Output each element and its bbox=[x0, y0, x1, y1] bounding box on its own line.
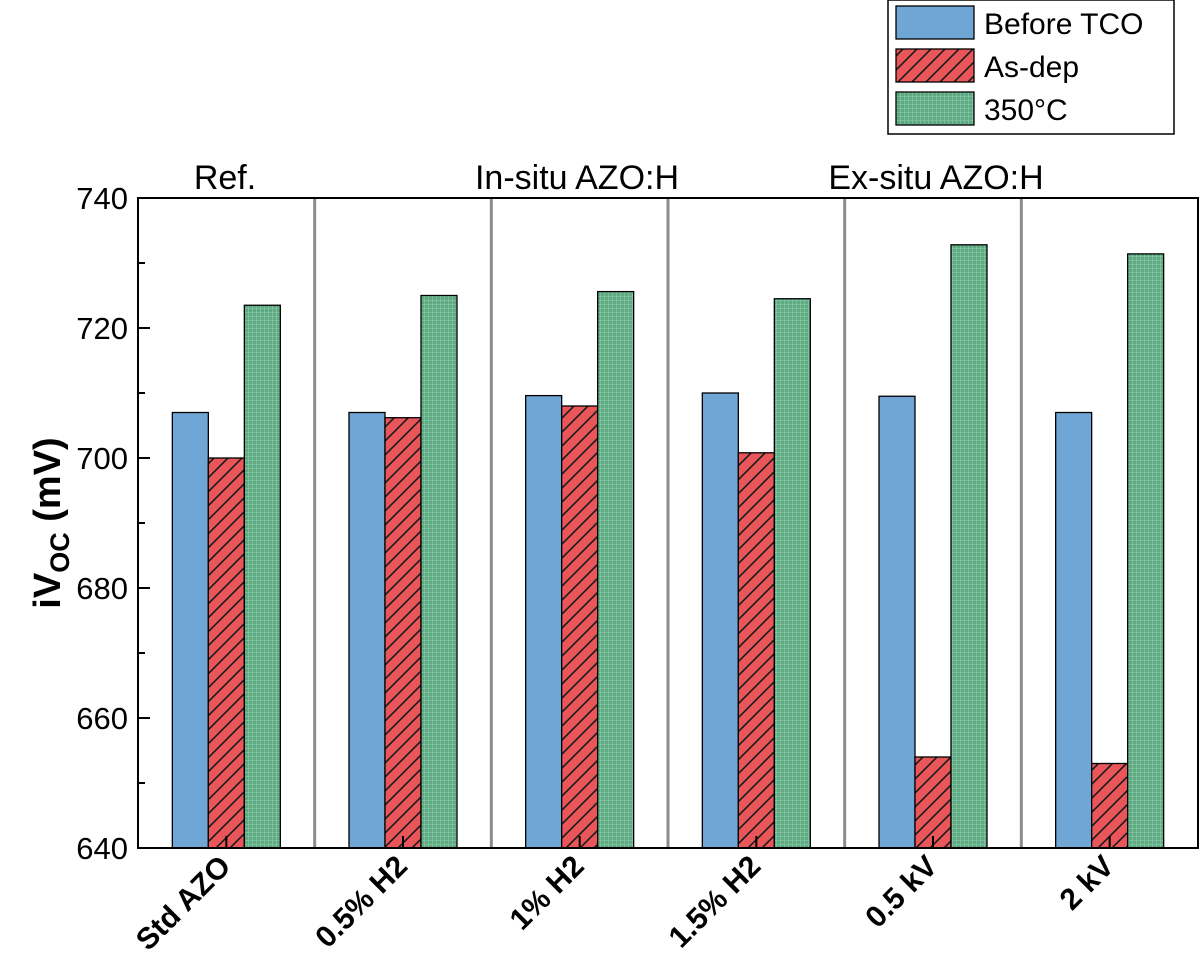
y-tick-label: 740 bbox=[76, 181, 128, 216]
bar-as-dep-0-5-kv bbox=[914, 756, 952, 849]
bars bbox=[171, 244, 1165, 849]
y-axis-label-unit: (mV) bbox=[27, 437, 69, 532]
bar-before-tco-1-5-h2 bbox=[701, 392, 739, 849]
y-axis-label-subscript: OC bbox=[45, 532, 75, 573]
x-tick-label: Std AZO bbox=[130, 850, 237, 957]
legend-swatch-as-dep bbox=[895, 48, 975, 83]
bar-as-dep-std-azo bbox=[207, 457, 245, 849]
y-tick-label: 660 bbox=[76, 701, 128, 736]
bar-before-tco-std-azo bbox=[171, 411, 209, 849]
legend-swatch-before-tco bbox=[895, 5, 975, 40]
bar-350-c-1-5-h2 bbox=[773, 298, 811, 849]
group-labels: Ref. In-situ AZO:H Ex-situ AZO:H bbox=[194, 159, 1044, 197]
bar-before-tco-2-kv bbox=[1055, 411, 1093, 849]
bar-as-dep-0-5-h2 bbox=[384, 417, 422, 849]
bar-before-tco-0-5-h2 bbox=[348, 411, 386, 849]
x-axis: Std AZO 0.5% H2 1% H2 1.5% H2 0.5 kV 2 kV bbox=[130, 836, 1121, 957]
x-tick-label: 0.5% H2 bbox=[309, 850, 414, 955]
bar-as-dep-1-h2 bbox=[561, 405, 599, 849]
group-label: Ex-situ AZO:H bbox=[828, 159, 1043, 197]
bar-350-c-0-5-h2 bbox=[420, 294, 458, 849]
y-tick-label: 640 bbox=[76, 831, 128, 866]
y-tick-label: 700 bbox=[76, 441, 128, 476]
bar-350-c-0-5-kv bbox=[950, 244, 988, 849]
bar-350-c-2-kv bbox=[1127, 253, 1165, 849]
bar-before-tco-1-h2 bbox=[525, 394, 563, 849]
x-tick-label: 1% H2 bbox=[504, 850, 591, 937]
legend-label: Before TCO bbox=[984, 8, 1144, 41]
bar-350-c-std-azo bbox=[243, 304, 281, 849]
y-tick-label: 680 bbox=[76, 571, 128, 606]
group-label: Ref. bbox=[194, 159, 256, 197]
bar-as-dep-1-5-h2 bbox=[737, 452, 775, 849]
x-tick-label: 2 kV bbox=[1054, 850, 1121, 917]
bar-as-dep-2-kv bbox=[1091, 762, 1129, 849]
y-axis: 640 660 680 700 720 740 bbox=[76, 181, 150, 866]
group-separators bbox=[313, 198, 1023, 848]
x-tick-label: 0.5 kV bbox=[859, 850, 944, 935]
y-tick-label: 720 bbox=[76, 311, 128, 346]
x-tick-label: 1.5% H2 bbox=[663, 850, 768, 955]
legend-label: 350°C bbox=[984, 94, 1068, 127]
legend-label: As-dep bbox=[984, 51, 1079, 84]
y-axis-label: iVOC (mV) bbox=[27, 437, 75, 608]
bar-350-c-1-h2 bbox=[597, 290, 635, 849]
group-label: In-situ AZO:H bbox=[475, 159, 679, 197]
legend-swatch-350-c bbox=[895, 91, 975, 126]
y-axis-label-main: iV bbox=[27, 572, 69, 609]
legend: Before TCO As-dep 350°C bbox=[887, 0, 1175, 135]
bar-before-tco-0-5-kv bbox=[878, 395, 916, 849]
